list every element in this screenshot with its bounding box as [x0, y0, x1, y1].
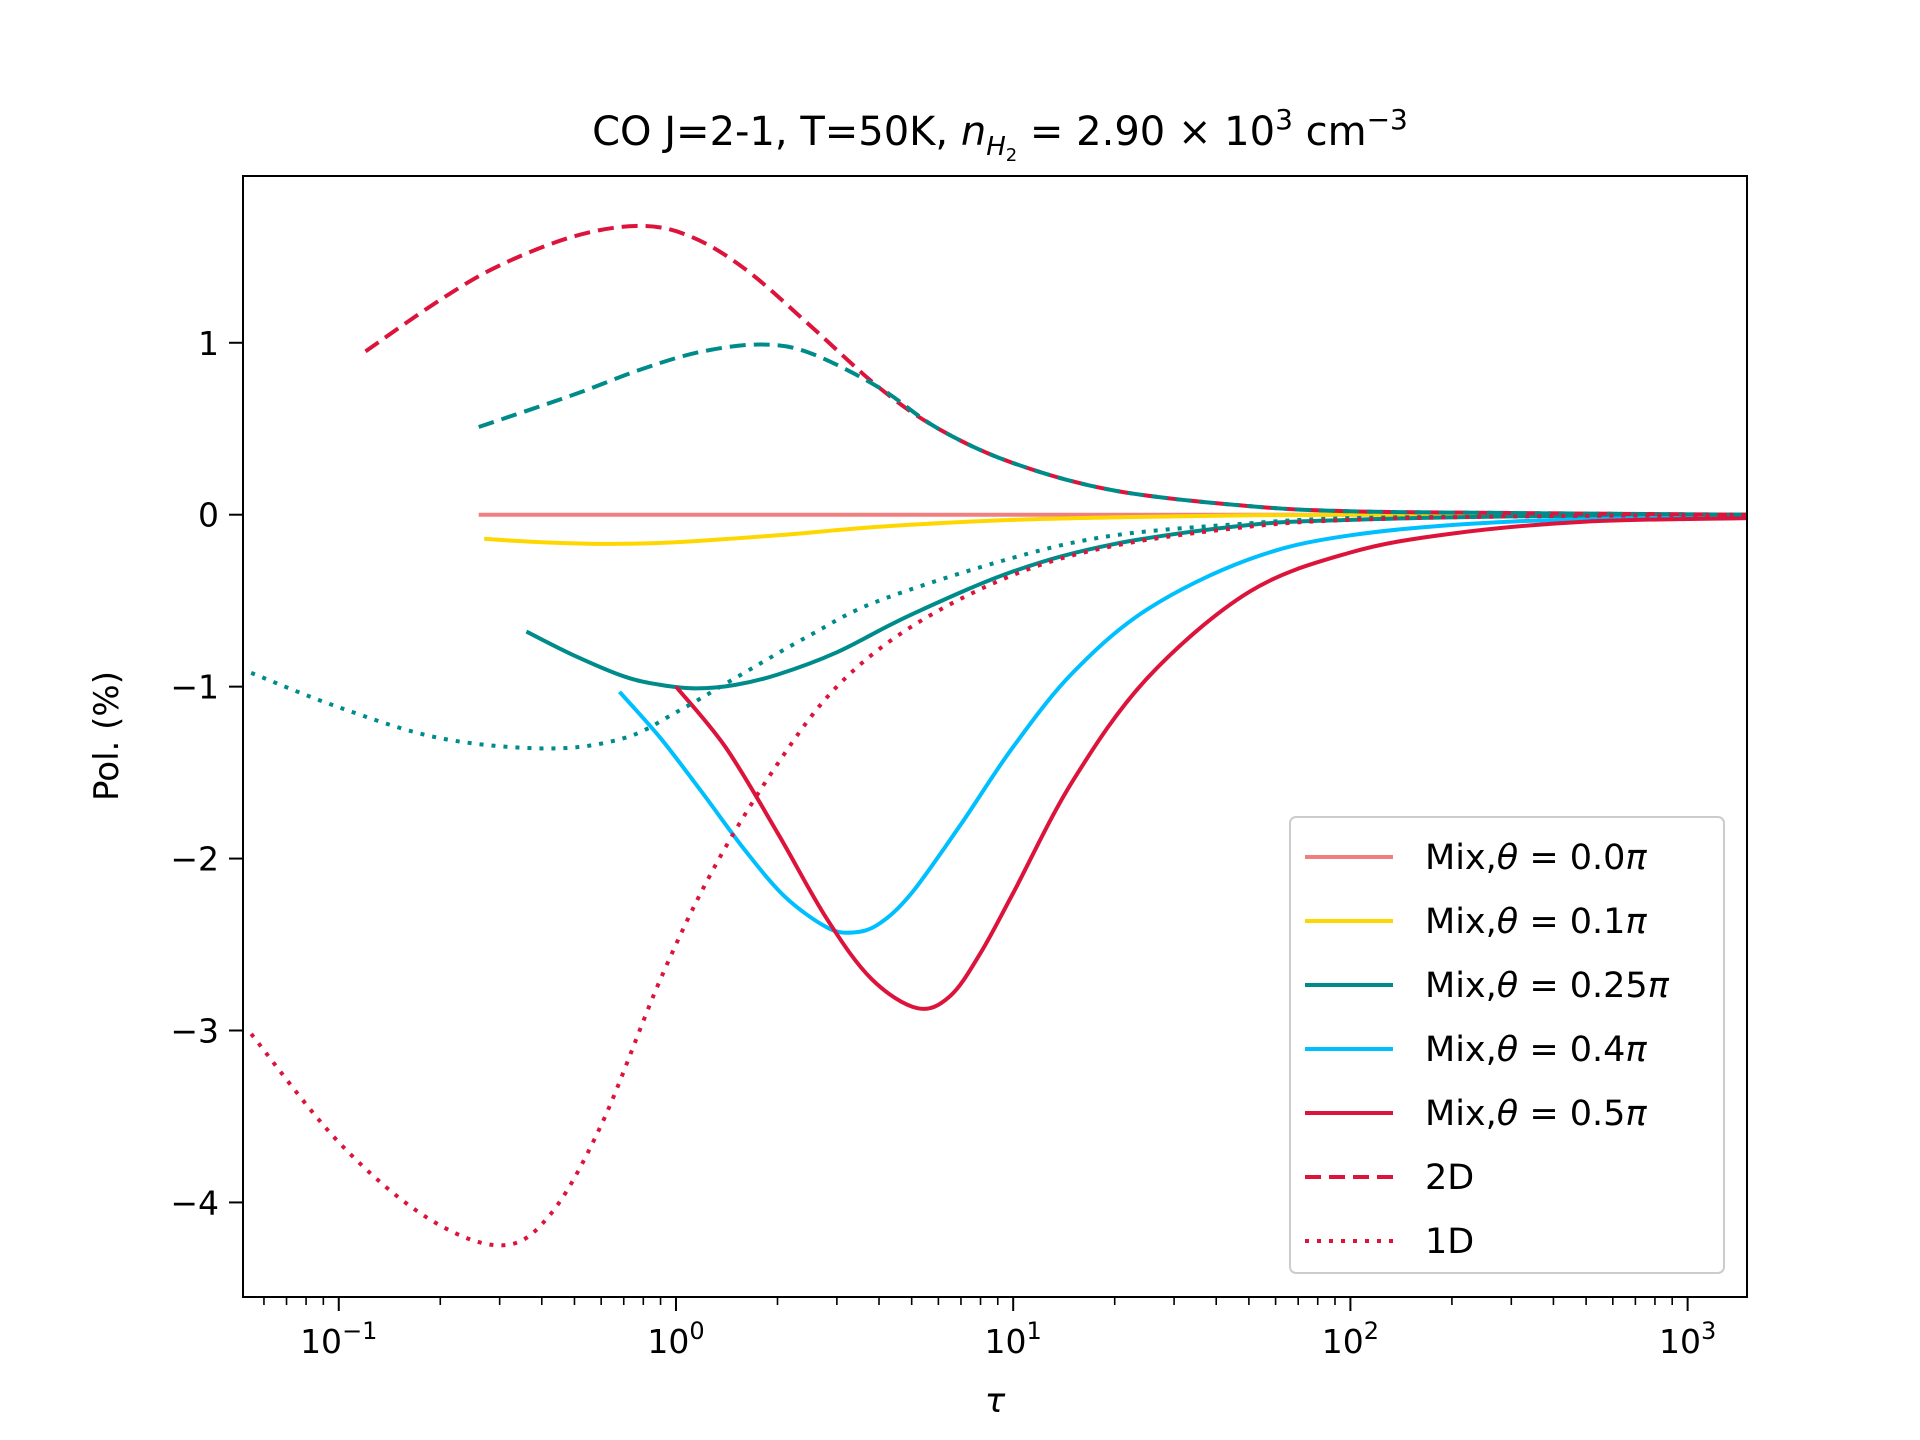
series-layer [249, 223, 1747, 1248]
legend-label-0: Mix,θ = 0.0π [1425, 838, 1647, 878]
legend-label-2: Mix,θ = 0.25π [1425, 966, 1670, 1006]
legend-label-4: Mix,θ = 0.5π [1425, 1094, 1647, 1134]
x-tick-label: 103 [1659, 1317, 1716, 1361]
y-tick-label: 1 [198, 324, 219, 363]
plot-frame [242, 175, 1748, 1298]
legend-label-6: 1D [1425, 1222, 1474, 1262]
series-line-3 [618, 514, 1747, 935]
series-line-6 [478, 342, 1747, 517]
y-tick-label: −2 [170, 840, 219, 879]
legend-frame [1289, 816, 1725, 1274]
x-axis-ticks: 10−1 100 101 102 103 [263, 1297, 1716, 1361]
y-tick-label: −1 [170, 668, 219, 707]
y-tick-label: −4 [170, 1183, 219, 1222]
legend-label-1: Mix,θ = 0.1π [1425, 902, 1647, 942]
x-axis-label: τ [985, 1381, 1006, 1421]
y-axis-label: Pol. (%) [87, 671, 127, 801]
series-line-5 [364, 223, 1747, 517]
legend-label-5: 2D [1425, 1158, 1474, 1198]
series-line-1 [484, 512, 1747, 546]
x-tick-label: 10−1 [300, 1317, 377, 1361]
x-tick-label: 101 [985, 1317, 1042, 1361]
legend-label-3: Mix,θ = 0.4π [1425, 1030, 1647, 1070]
chart-title: CO J=2-1, T=50K, nH2 = 2.90 × 103 cm−3 [592, 103, 1408, 166]
y-axis-ticks: 1 0 −1 −2 −3 −4 [170, 324, 243, 1222]
y-tick-label: −3 [170, 1012, 219, 1051]
series-line-4 [674, 516, 1747, 1011]
legend: Mix,θ = 0.0π Mix,θ = 0.1π Mix,θ = 0.25π Mix… [1289, 816, 1725, 1274]
x-tick-label: 102 [1322, 1317, 1379, 1361]
series-line-2 [525, 512, 1747, 691]
x-tick-label: 100 [647, 1317, 704, 1361]
y-tick-label: 0 [198, 496, 219, 535]
